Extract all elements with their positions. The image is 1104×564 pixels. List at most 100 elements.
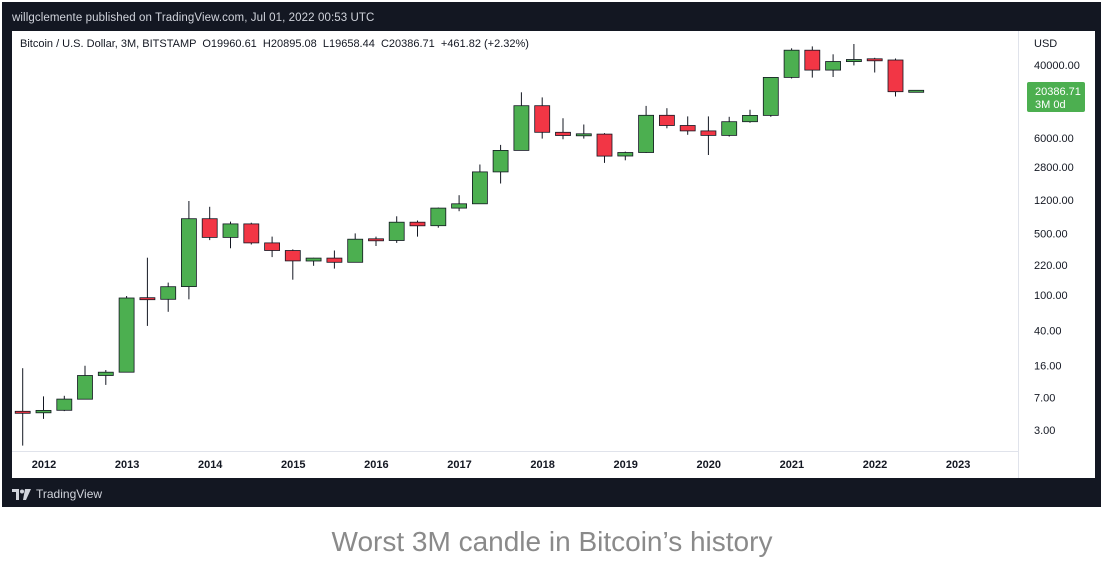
- candle-body: [700, 130, 717, 136]
- x-tick-label: 2023: [946, 459, 970, 471]
- candle-body: [596, 133, 613, 157]
- candle-body: [866, 58, 883, 62]
- candle-body: [201, 218, 218, 238]
- tradingview-footer[interactable]: TradingView: [12, 487, 102, 501]
- x-tick-label: 2018: [530, 459, 554, 471]
- candle: [305, 257, 322, 266]
- candle: [596, 133, 613, 163]
- candle: [908, 89, 925, 93]
- candlestick-chart[interactable]: Bitcoin / U.S. Dollar, 3M, BITSTAMP O199…: [12, 31, 1095, 478]
- candle: [887, 58, 904, 97]
- publish-info: willgclemente published on TradingView.c…: [12, 12, 375, 24]
- candle: [264, 236, 281, 258]
- chart-legend: Bitcoin / U.S. Dollar, 3M, BITSTAMP O199…: [20, 38, 529, 50]
- candle: [14, 368, 31, 446]
- candle-body: [284, 250, 301, 262]
- candle: [700, 116, 717, 155]
- candle: [492, 144, 509, 184]
- last-price-timeframe: 3M 0d: [1035, 99, 1066, 111]
- candle: [721, 116, 738, 137]
- candle-body: [409, 221, 426, 227]
- last-price-badge: 20386.71 3M 0d: [1027, 82, 1085, 112]
- candle: [534, 97, 551, 139]
- candle: [388, 216, 405, 243]
- candle: [804, 46, 821, 78]
- candle-body: [471, 171, 488, 205]
- currency-label: USD: [1034, 38, 1057, 50]
- candle: [139, 257, 156, 326]
- candle-body: [762, 77, 779, 116]
- candle: [56, 395, 73, 412]
- candle: [97, 370, 114, 385]
- candle-body: [742, 115, 758, 123]
- candle-body: [139, 297, 156, 301]
- x-tick-label: 2019: [613, 459, 637, 471]
- candle-body: [264, 242, 281, 251]
- x-tick-label: 2021: [780, 459, 804, 471]
- candle-body: [56, 398, 73, 411]
- candle: [783, 48, 800, 79]
- candle: [430, 207, 447, 228]
- candle: [825, 54, 841, 77]
- candle: [409, 220, 426, 237]
- candle: [77, 365, 93, 400]
- candle: [638, 105, 654, 153]
- candle: [243, 222, 260, 245]
- candle-body: [35, 409, 52, 414]
- y-tick-label: 500.00: [1034, 228, 1068, 240]
- candle-body: [555, 131, 571, 136]
- candle-body: [97, 371, 114, 376]
- candle-body: [575, 133, 592, 137]
- y-tick-label: 16.00: [1034, 361, 1062, 373]
- candle-body: [430, 207, 447, 227]
- last-price-value: 20386.71: [1035, 86, 1081, 98]
- last-price-badge-bg: [1027, 82, 1085, 112]
- candle: [222, 221, 239, 249]
- candle: [180, 201, 197, 300]
- candle: [513, 92, 530, 151]
- candle: [846, 44, 862, 66]
- candle: [555, 118, 571, 140]
- candle-body: [388, 221, 405, 241]
- candle: [368, 236, 384, 246]
- y-tick-label: 1200.00: [1034, 195, 1074, 207]
- y-tick-label: 220.00: [1034, 260, 1068, 272]
- y-tick-label: 3.00: [1034, 425, 1055, 437]
- chart-area[interactable]: Bitcoin / U.S. Dollar, 3M, BITSTAMP O199…: [12, 31, 1095, 478]
- candle: [866, 57, 883, 73]
- candle-body: [222, 223, 239, 238]
- y-tick-label: 100.00: [1034, 290, 1068, 302]
- x-tick-label: 2022: [863, 459, 887, 471]
- candle-body: [638, 114, 654, 153]
- tradingview-logo-icon: [12, 488, 31, 500]
- candle: [617, 151, 634, 161]
- x-tick-label: 2015: [281, 459, 305, 471]
- candle: [201, 206, 218, 241]
- candle-body: [347, 238, 364, 263]
- candle-body: [326, 257, 343, 263]
- y-tick-label: 7.00: [1034, 392, 1055, 404]
- x-tick-label: 2013: [115, 459, 139, 471]
- candles: [14, 44, 925, 446]
- candle: [742, 109, 758, 123]
- candle: [659, 108, 675, 129]
- y-tick-label: 6000.00: [1034, 133, 1074, 145]
- candle-body: [492, 150, 509, 173]
- candle-body: [804, 49, 821, 71]
- candle-body: [451, 203, 468, 209]
- x-tick-label: 2014: [198, 459, 223, 471]
- candle: [451, 195, 468, 212]
- candle: [347, 233, 364, 263]
- candle: [118, 296, 135, 373]
- candle-body: [243, 223, 260, 244]
- candle-body: [659, 114, 675, 126]
- candle-body: [534, 105, 551, 133]
- y-axis-ticks: 40000.00 6000.00 2800.00 1200.00 500.00 220.0…: [1034, 60, 1080, 437]
- candle-body: [846, 59, 862, 62]
- candle-body: [887, 59, 904, 93]
- candle-body: [908, 89, 925, 93]
- candle-body: [721, 121, 738, 136]
- image-caption: Worst 3M candle in Bitcoin’s history: [331, 526, 773, 557]
- candle-body: [118, 297, 135, 373]
- candle-body: [513, 105, 530, 151]
